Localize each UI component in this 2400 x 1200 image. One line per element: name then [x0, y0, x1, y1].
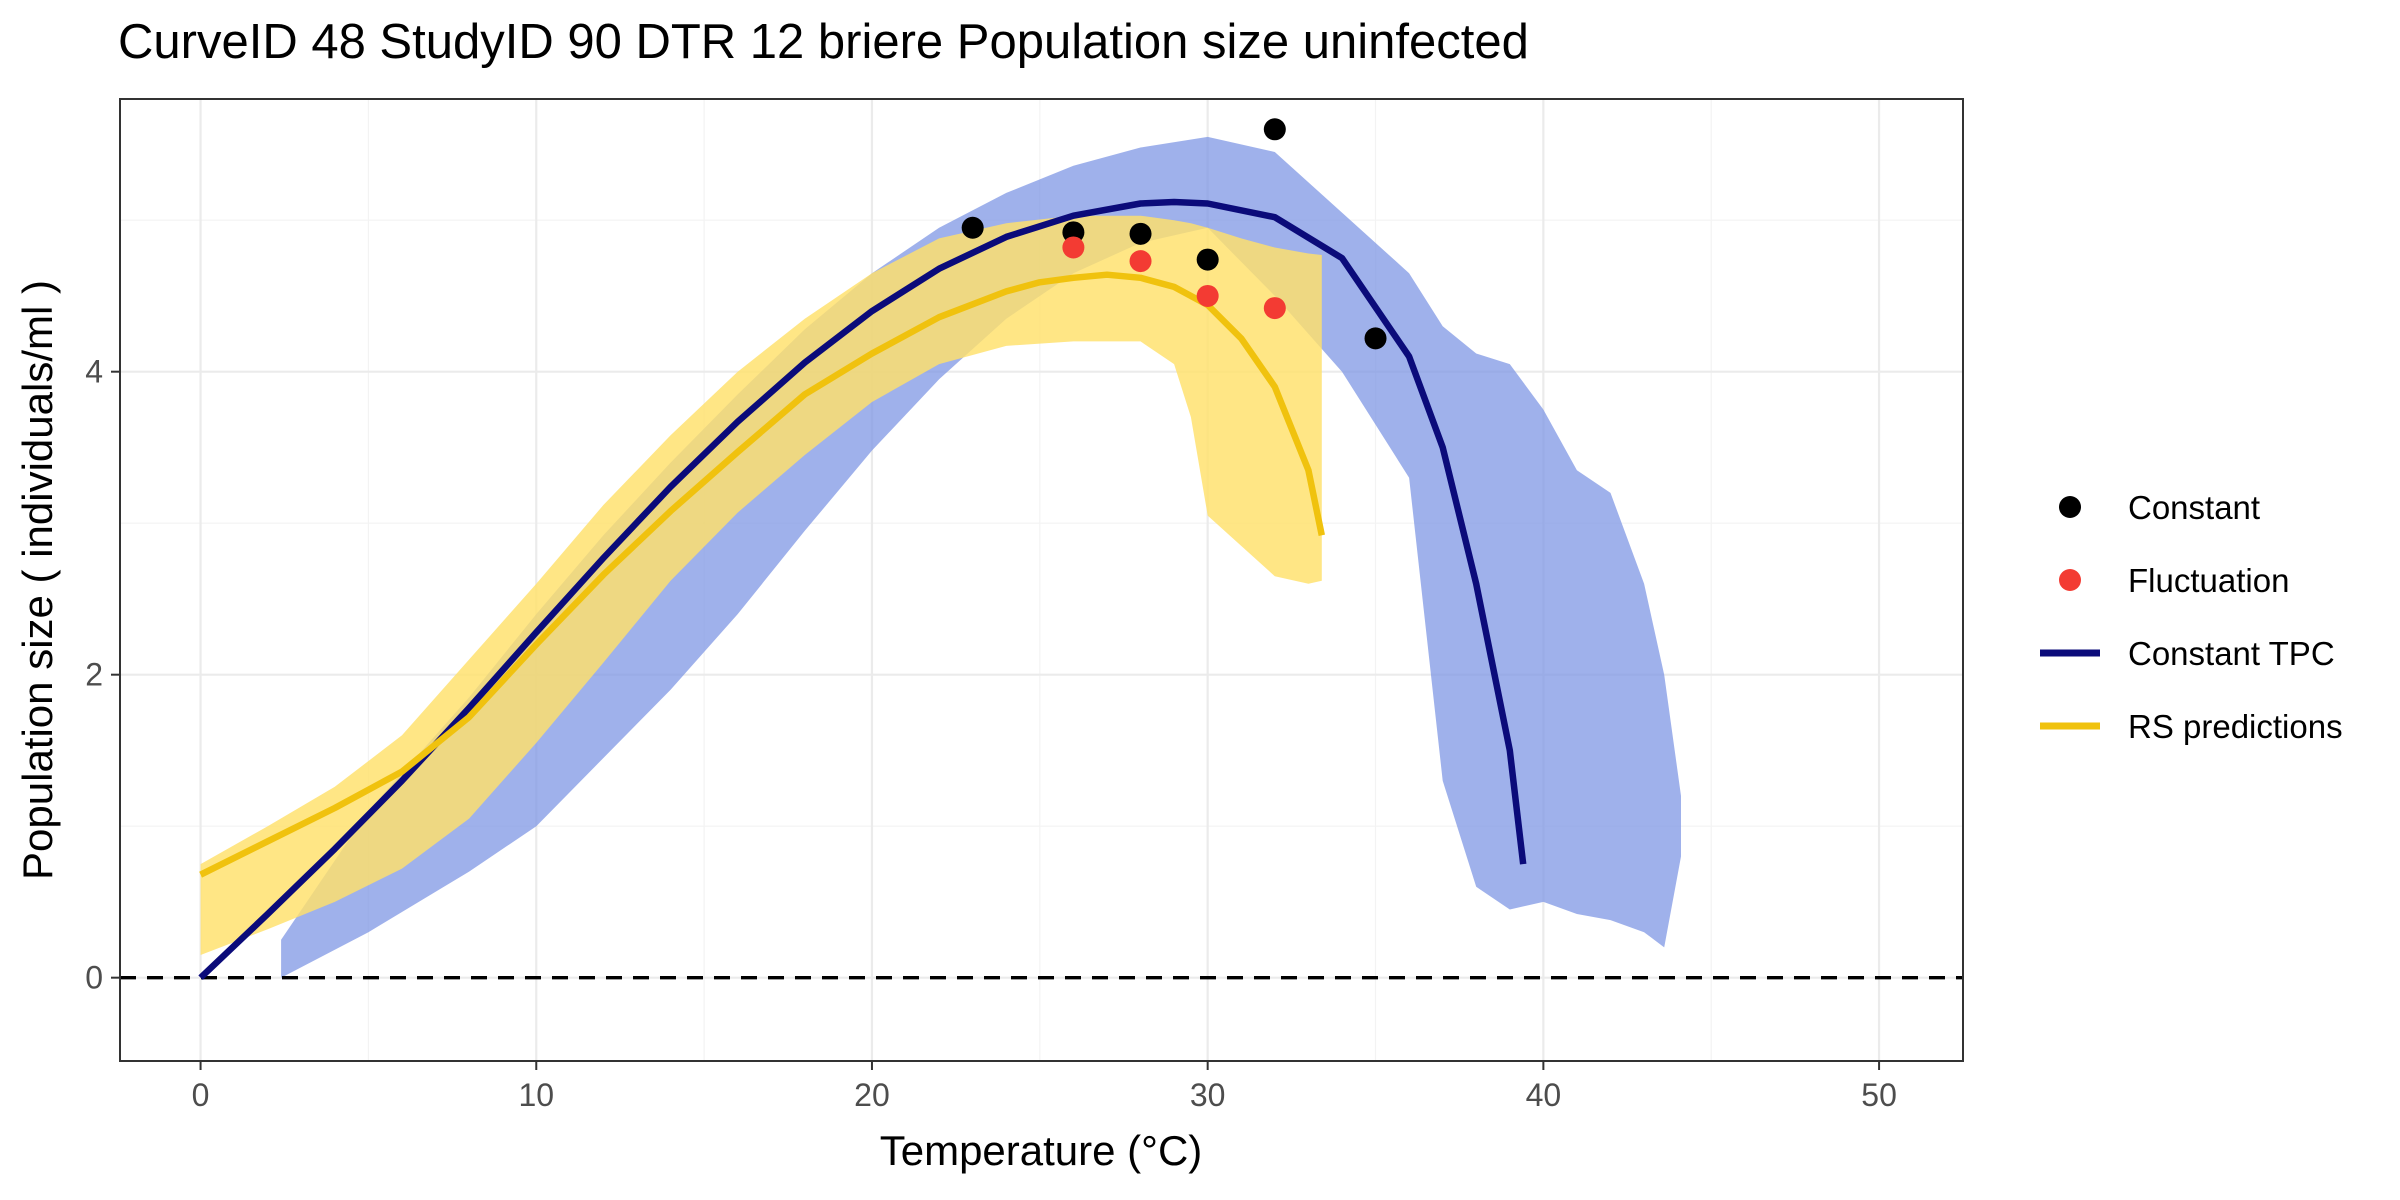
legend-constant-key [2059, 496, 2081, 518]
legend: Constant Fluctuation Constant TPC RS predic… [2040, 489, 2343, 745]
confidence-bands [200, 136, 1682, 978]
point-constant [1062, 221, 1085, 244]
legend-constant-tpc-label: Constant TPC [2128, 635, 2335, 672]
x-tick-label: 10 [518, 1077, 554, 1113]
x-tick-label: 20 [854, 1077, 890, 1113]
y-tick-label: 4 [85, 354, 103, 390]
line-constant-tpc [198, 198, 1527, 981]
data-points [961, 118, 1387, 350]
x-tick-label: 0 [192, 1077, 210, 1113]
point-constant [1196, 248, 1219, 271]
x-tick-label: 30 [1190, 1077, 1226, 1113]
x-axis-label: Temperature (°C) [880, 1127, 1203, 1174]
band-constant-tpc [281, 136, 1682, 978]
x-tick-label: 40 [1526, 1077, 1562, 1113]
legend-fluctuation-label: Fluctuation [2128, 562, 2289, 599]
chart-title: CurveID 48 StudyID 90 DTR 12 briere Popu… [118, 15, 1529, 69]
legend-rs-predictions-label: RS predictions [2128, 708, 2343, 745]
point-fluctuation [1062, 236, 1085, 259]
band-rs-predictions [200, 215, 1322, 955]
point-constant [961, 216, 984, 239]
x-axis: 0 10 20 30 40 50 [192, 1061, 1897, 1113]
line-rs-predictions [199, 271, 1325, 878]
y-tick-label: 0 [85, 960, 103, 996]
y-axis: 0 2 4 [85, 354, 120, 996]
point-fluctuation [1196, 284, 1219, 307]
point-fluctuation [1129, 250, 1152, 273]
point-constant [1129, 222, 1152, 245]
series-lines [198, 198, 1527, 981]
y-axis-label: Population size ( individuals/ml ) [14, 280, 61, 880]
x-tick-label: 50 [1861, 1077, 1897, 1113]
legend-fluctuation-key [2059, 569, 2081, 591]
point-constant [1263, 118, 1286, 141]
legend-constant-label: Constant [2128, 489, 2260, 526]
point-constant [1364, 327, 1387, 350]
point-fluctuation [1263, 297, 1286, 320]
panel-border [119, 98, 1964, 1062]
y-tick-label: 2 [85, 657, 103, 693]
